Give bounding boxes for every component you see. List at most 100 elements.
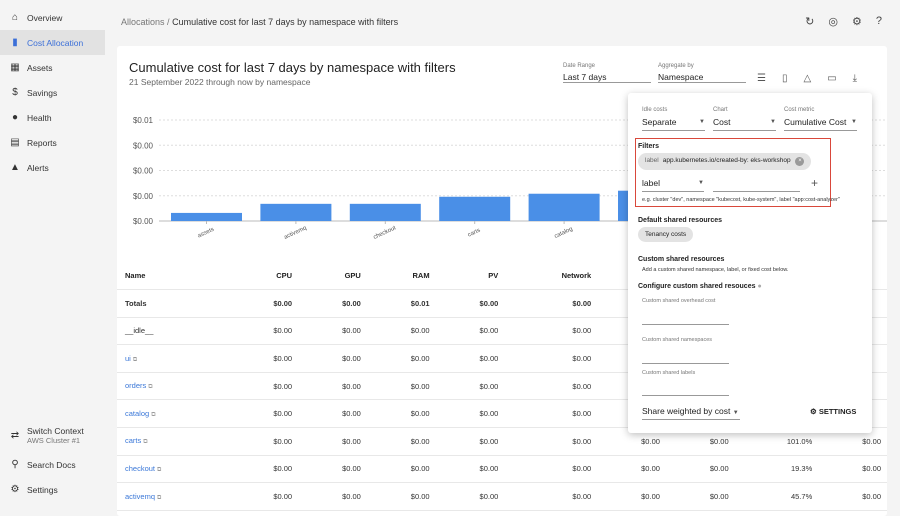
namespace-link[interactable]: checkout bbox=[125, 463, 156, 473]
custom-overhead-input[interactable]: Custom shared overhead cost bbox=[642, 298, 729, 325]
cell: 45.7% bbox=[734, 482, 819, 511]
filters-highlight bbox=[635, 138, 831, 207]
filter-type-select[interactable]: label ▼ bbox=[642, 178, 704, 192]
cell: $0.00 bbox=[229, 372, 299, 401]
chart-select[interactable]: Chart Cost ▼ bbox=[713, 107, 776, 131]
settings-button[interactable]: ⚙ SETTINGS bbox=[810, 407, 857, 416]
cell: $0.00 bbox=[435, 289, 505, 318]
date-range-select[interactable]: Date Range Last 7 days bbox=[563, 63, 651, 83]
cell: $0.00 bbox=[435, 399, 505, 429]
assets-icon: ▦ bbox=[10, 62, 20, 73]
custom-labels-input[interactable]: Custom shared labels bbox=[642, 370, 729, 396]
page-title: Cumulative cost for last 7 days by names… bbox=[129, 60, 456, 75]
sidebar-item-label: Alerts bbox=[27, 162, 49, 173]
custom-namespaces-input[interactable]: Custom shared namespaces bbox=[642, 337, 729, 364]
cell: 19.3% bbox=[734, 455, 819, 484]
y-tick-label: $0.00 bbox=[133, 167, 154, 176]
cell: $0.00 bbox=[229, 344, 299, 373]
namespace-link[interactable]: ui bbox=[125, 353, 131, 363]
cell: $0.00 bbox=[229, 427, 299, 456]
column-header[interactable]: CPU bbox=[229, 262, 299, 291]
external-link-icon[interactable]: ⧉ bbox=[143, 439, 148, 446]
namespace-link[interactable]: catalog bbox=[125, 408, 150, 418]
cell: $0.00 bbox=[366, 482, 436, 511]
cell: $0.00 bbox=[298, 317, 367, 346]
bar[interactable] bbox=[439, 196, 511, 221]
filter-value-input[interactable] bbox=[713, 178, 800, 192]
sidebar-item-overview[interactable]: ⌂ Overview bbox=[0, 5, 105, 30]
breadcrumb: Allocations / Cumulative cost for last 7… bbox=[121, 17, 399, 27]
cost-metric-select[interactable]: Cost metric Cumulative Cost ▼ bbox=[784, 107, 857, 131]
external-link-icon[interactable]: ⧉ bbox=[157, 466, 162, 473]
column-header[interactable]: PV bbox=[435, 262, 505, 291]
cell: $0.00 bbox=[298, 427, 367, 456]
sidebar-item-assets[interactable]: ▦ Assets bbox=[0, 55, 105, 80]
switch-context[interactable]: ⇄ Switch Context AWS Cluster #1 bbox=[10, 425, 84, 445]
y-tick-label: $0.00 bbox=[133, 141, 154, 150]
search-docs[interactable]: ⚲ Search Docs bbox=[0, 452, 105, 477]
tune-icon[interactable]: ☰ bbox=[757, 73, 766, 84]
caret-down-icon: ▼ bbox=[699, 119, 705, 125]
cell: $0.00 bbox=[229, 455, 299, 484]
add-filter-icon[interactable]: + bbox=[811, 176, 819, 190]
cell: $0.01 bbox=[366, 289, 436, 318]
bookmark-icon[interactable]: ▯ bbox=[781, 73, 788, 84]
cell: $0.00 bbox=[229, 289, 299, 318]
aggregate-select[interactable]: Aggregate by Namespace bbox=[658, 63, 746, 83]
filter-chip: label app.kubernetes.io/created-by: eks-w… bbox=[638, 153, 812, 170]
cell: $0.00 bbox=[504, 455, 598, 484]
sidebar-item-label: Savings bbox=[27, 87, 58, 98]
external-link-icon[interactable]: ⧉ bbox=[157, 494, 162, 501]
idle-costs-select[interactable]: Idle costs Separate ▼ bbox=[642, 107, 705, 131]
row-name: __idle__ bbox=[117, 317, 230, 346]
sidebar-item-savings[interactable]: $ Savings bbox=[0, 80, 105, 105]
bell-icon[interactable]: △ bbox=[803, 73, 812, 84]
swap-icon: ⇄ bbox=[10, 429, 20, 441]
cell: $0.00 bbox=[435, 455, 505, 484]
cell: $0.00 bbox=[597, 455, 666, 484]
namespace-link[interactable]: activemq bbox=[125, 491, 156, 501]
bar[interactable] bbox=[349, 203, 421, 221]
y-tick-label: $0.00 bbox=[133, 217, 154, 226]
sidebar-item-alerts[interactable]: ▲ Alerts bbox=[0, 155, 105, 180]
settings-nav[interactable]: ⚙ Settings bbox=[10, 484, 58, 495]
column-header[interactable]: Name bbox=[117, 262, 230, 291]
sidebar-item-reports[interactable]: ▤ Reports bbox=[0, 130, 105, 155]
column-header[interactable]: RAM bbox=[366, 262, 436, 291]
external-link-icon[interactable]: ⧉ bbox=[151, 411, 156, 418]
check-circle-icon[interactable]: ◎ bbox=[828, 16, 838, 28]
report-subtitle: 21 September 2022 through now by namespa… bbox=[129, 77, 311, 87]
filter-hint: e.g. cluster "dev", namespace "kubecost,… bbox=[642, 197, 840, 203]
column-header[interactable]: Network bbox=[504, 262, 598, 291]
bar[interactable] bbox=[260, 203, 332, 221]
download-icon[interactable]: ⤓ bbox=[852, 73, 858, 84]
sidebar-item-label: Health bbox=[27, 112, 52, 123]
sidebar-item-label: Reports bbox=[27, 137, 57, 148]
bar[interactable] bbox=[171, 212, 242, 221]
column-header[interactable]: GPU bbox=[298, 262, 367, 291]
namespace-link[interactable]: carts bbox=[125, 436, 142, 446]
share-weight-select[interactable]: Share weighted by cost ▼ bbox=[642, 406, 740, 420]
cell: $0.00 bbox=[298, 482, 367, 511]
bar[interactable] bbox=[528, 193, 600, 221]
caret-down-icon: ▼ bbox=[732, 410, 739, 416]
cell: $0.00 bbox=[504, 289, 598, 318]
sidebar-item-health[interactable]: ● Health bbox=[0, 105, 105, 130]
breadcrumb-parent[interactable]: Allocations bbox=[121, 17, 165, 27]
refresh-icon[interactable]: ↻ bbox=[805, 16, 815, 28]
help-icon[interactable]: ? bbox=[875, 15, 882, 27]
remove-filter-icon[interactable]: × bbox=[795, 157, 805, 166]
tenancy-costs-chip[interactable]: Tenancy costs bbox=[638, 227, 694, 242]
gear-icon[interactable]: ⚙ bbox=[852, 16, 862, 28]
cell: $0.00 bbox=[366, 317, 436, 346]
cell: $0.00 bbox=[366, 372, 436, 401]
namespace-link[interactable]: orders bbox=[125, 381, 147, 391]
dollar-icon: $ bbox=[12, 87, 18, 98]
folder-icon[interactable]: ▭ bbox=[827, 73, 837, 84]
external-link-icon[interactable]: ⧉ bbox=[132, 356, 138, 363]
cell: $0.00 bbox=[298, 455, 367, 484]
external-link-icon[interactable]: ⧉ bbox=[148, 384, 153, 391]
cell: $0.00 bbox=[435, 344, 505, 373]
sidebar-item-cost-allocation[interactable]: ▮ Cost Allocation bbox=[0, 30, 105, 55]
info-icon[interactable]: ● bbox=[757, 283, 762, 290]
